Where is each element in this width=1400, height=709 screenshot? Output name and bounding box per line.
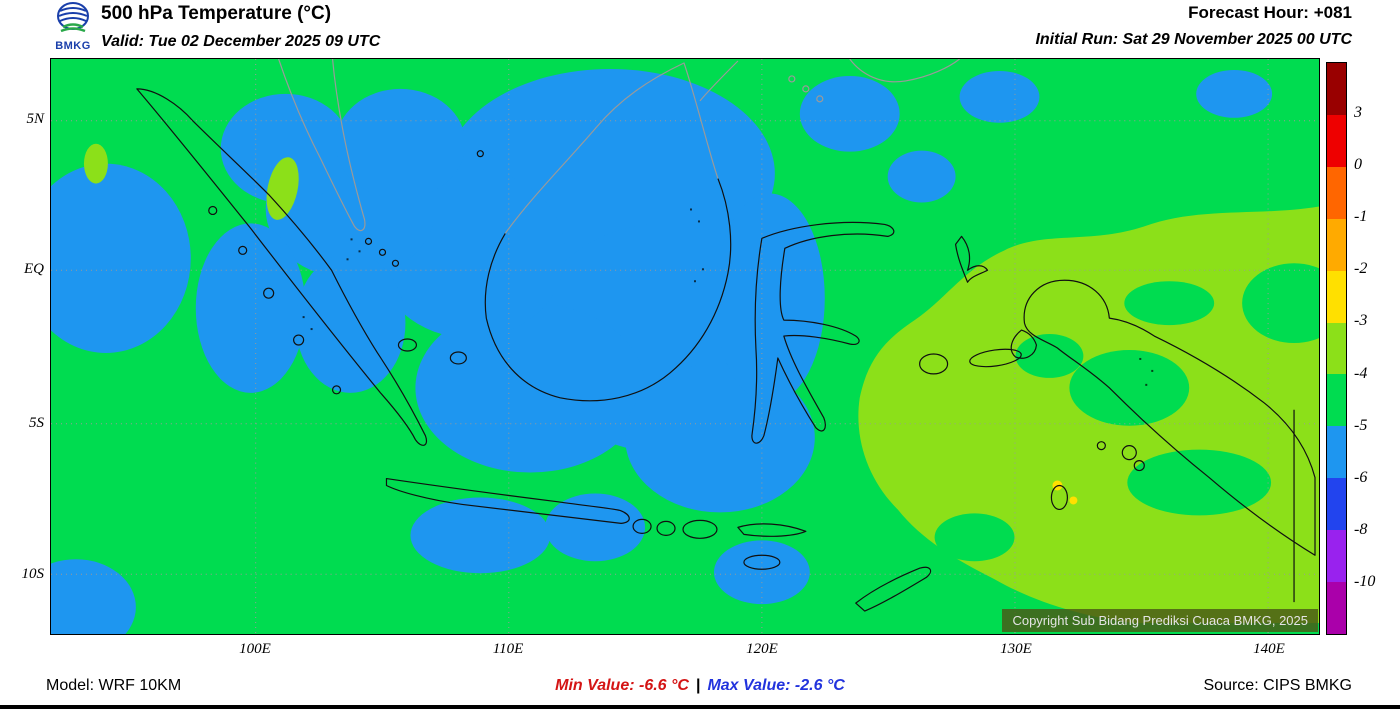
colorbar-segment xyxy=(1327,166,1346,219)
min-value: Min Value: -6.6 °C xyxy=(555,677,689,694)
y-axis-label-10s: 10S xyxy=(21,566,45,582)
x-axis-label-110e: 110E xyxy=(492,641,524,657)
colorbar-tick-label: 3 xyxy=(1354,104,1362,122)
indonesia-map-svg xyxy=(51,59,1319,634)
bmkg-logo: BMKG xyxy=(46,1,100,52)
y-axis-label-5n: 5N xyxy=(26,111,44,127)
colorbar-segment xyxy=(1327,374,1346,427)
colorbar-segment xyxy=(1327,218,1346,271)
bmkg-logo-icon xyxy=(57,2,89,33)
colorbar-segment xyxy=(1327,582,1346,634)
valid-time: Valid: Tue 02 December 2025 09 UTC xyxy=(101,33,381,50)
page-title: 500 hPa Temperature (°C) xyxy=(101,3,332,24)
run-info: Forecast Hour: +081 Initial Run: Sat 29 … xyxy=(1035,3,1352,49)
colorbar-segment xyxy=(1327,322,1346,375)
model-label: Model: WRF 10KM xyxy=(46,677,182,694)
copyright-overlay: Copyright Sub Bidang Prediksi Cuaca BMKG… xyxy=(1002,609,1318,632)
colorbar-segment xyxy=(1327,426,1346,479)
coastlines xyxy=(136,88,1316,612)
colorbar xyxy=(1326,62,1347,635)
title-block: 500 hPa Temperature (°C) Valid: Tue 02 D… xyxy=(101,3,380,51)
y-axis-label-5s: 5S xyxy=(29,415,44,431)
initial-run: Initial Run: Sat 29 November 2025 00 UTC xyxy=(1035,31,1352,48)
colorbar-tick-label: -3 xyxy=(1354,312,1368,330)
source-label: Source: CIPS BMKG xyxy=(1203,677,1353,694)
foreign-coastlines xyxy=(278,59,960,234)
colorbar-segment xyxy=(1327,270,1346,323)
temperature-field xyxy=(51,59,1319,634)
gridlines xyxy=(51,59,1319,634)
colorbar-segment xyxy=(1327,478,1346,531)
x-axis-label-140e: 140E xyxy=(1253,641,1285,657)
colorbar-segment xyxy=(1327,114,1346,167)
colorbar-tick-label: 0 xyxy=(1354,156,1362,174)
colorbar-segment xyxy=(1327,530,1346,583)
forecast-hour: Forecast Hour: +081 xyxy=(1188,3,1352,22)
x-axis-label-120e: 120E xyxy=(746,641,778,657)
x-axis-label-130e: 130E xyxy=(1000,641,1032,657)
colorbar-tick-label: -10 xyxy=(1354,572,1376,590)
colorbar-tick-label: -4 xyxy=(1354,364,1368,382)
terrain-speckles xyxy=(302,208,1154,386)
max-value: Max Value: -2.6 °C xyxy=(707,677,845,694)
map-plot: Copyright Sub Bidang Prediksi Cuaca BMKG… xyxy=(50,58,1320,635)
colorbar-segment xyxy=(1327,63,1346,115)
minmax-separator: | xyxy=(695,677,701,694)
minmax-values: Min Value: -6.6 °C | Max Value: -2.6 °C xyxy=(0,677,1400,695)
y-axis-label-eq: EQ xyxy=(24,261,44,277)
colorbar-tick-label: -6 xyxy=(1354,468,1368,486)
colorbar-tick-label: -8 xyxy=(1354,520,1368,538)
bottom-edge-bar xyxy=(0,705,1400,709)
colorbar-labels: 3 0 -1 -2 -3 -4 -5 -6 -8 -10 xyxy=(1354,62,1398,635)
colorbar-tick-label: -1 xyxy=(1354,208,1368,226)
x-axis-label-100e: 100E xyxy=(239,641,271,657)
bmkg-logo-text: BMKG xyxy=(55,40,91,52)
colorbar-tick-label: -5 xyxy=(1354,416,1368,434)
colorbar-tick-label: -2 xyxy=(1354,260,1368,278)
